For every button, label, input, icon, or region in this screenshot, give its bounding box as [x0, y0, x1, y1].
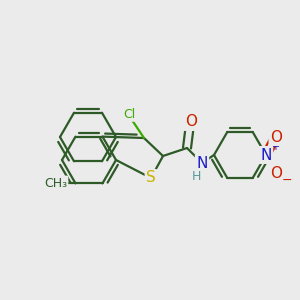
Text: N: N [260, 148, 272, 163]
Text: H: H [191, 169, 201, 182]
Text: −: − [282, 173, 292, 187]
Text: CH₃: CH₃ [44, 177, 67, 190]
Text: S: S [146, 170, 156, 185]
Text: +: + [271, 142, 279, 152]
Text: N: N [196, 155, 208, 170]
Text: O: O [270, 130, 282, 145]
Text: Cl: Cl [123, 107, 135, 121]
Text: O: O [270, 166, 282, 181]
Text: O: O [185, 115, 197, 130]
